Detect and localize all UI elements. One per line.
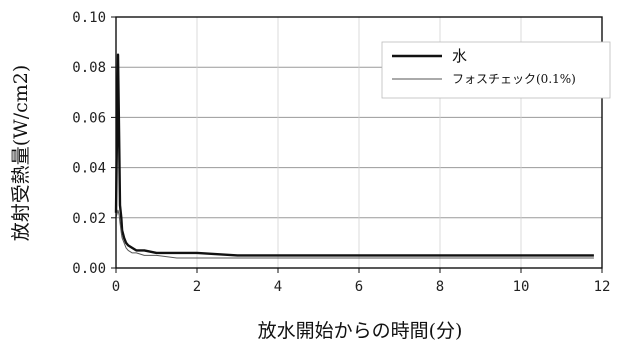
grid-lines (116, 17, 602, 268)
legend-label-phoschek: フォスチェック(0.1%) (452, 72, 576, 86)
y-axis-title: 放射受熱量(W/cm2) (10, 65, 32, 242)
legend: 水 フォスチェック(0.1%) (381, 41, 611, 99)
x-tick-label: 4 (274, 279, 282, 295)
x-tick-label: 0 (112, 279, 120, 295)
y-tick-label: 0.10 (72, 10, 106, 26)
series-line-phoschek (115, 209, 594, 259)
plot-frame (115, 16, 603, 269)
y-tick-label: 0.08 (72, 60, 106, 76)
x-tick-label: 6 (355, 279, 363, 295)
y-tick-label: 0.04 (72, 161, 106, 177)
x-tick-label: 2 (193, 279, 201, 295)
series-layer (114, 53, 594, 259)
x-tick-label: 8 (436, 279, 444, 295)
y-tick-label: 0.00 (72, 261, 106, 277)
x-axis-ticks: 0 2 4 6 8 10 12 (112, 268, 611, 295)
x-tick-label: 10 (513, 279, 530, 295)
y-axis-ticks: 0.00 0.02 0.04 0.06 0.08 0.10 (72, 10, 116, 277)
y-tick-label: 0.06 (72, 110, 106, 126)
series-line-water (114, 53, 594, 257)
legend-box (381, 41, 611, 99)
legend-label-water: 水 (452, 47, 467, 65)
y-tick-label: 0.02 (72, 211, 106, 227)
x-axis-title: 放水開始からの時間(分) (258, 320, 463, 342)
x-tick-label: 12 (594, 279, 611, 295)
